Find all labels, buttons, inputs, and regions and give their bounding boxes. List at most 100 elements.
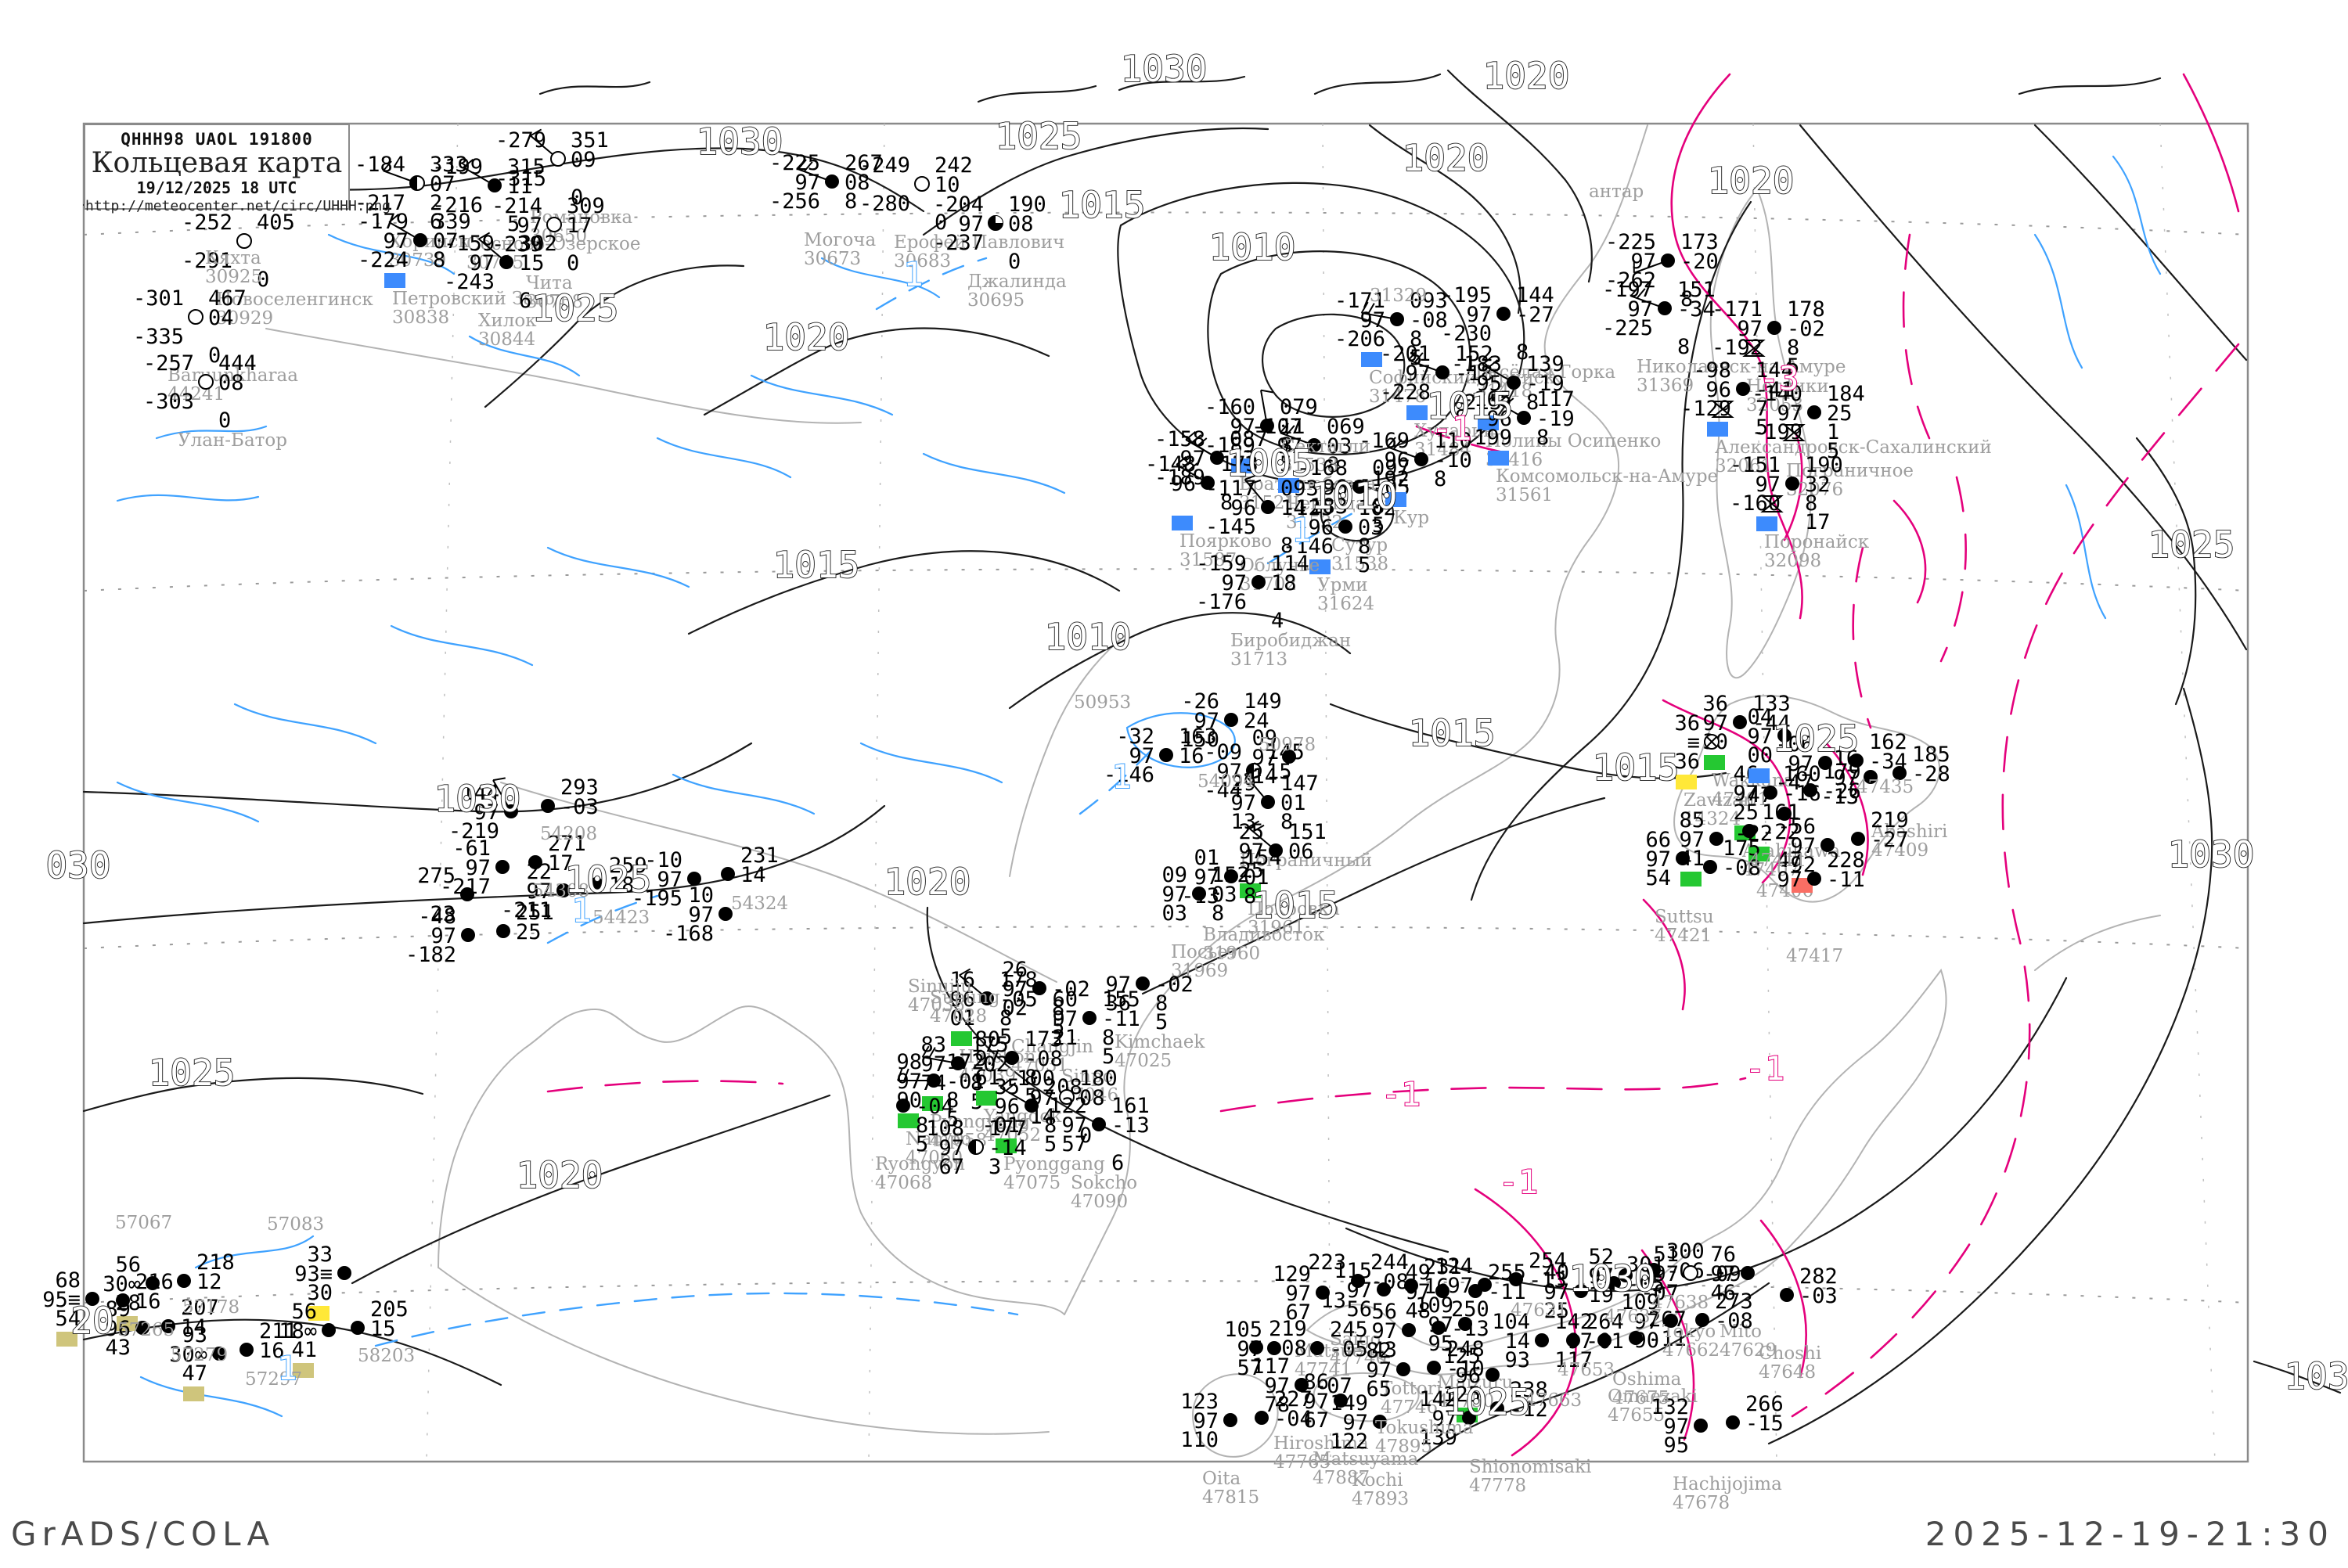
- pressure-tendency: 15: [519, 251, 545, 275]
- station-circle: [1192, 886, 1206, 901]
- station-circle: [146, 1276, 160, 1290]
- station-code: 58203: [358, 1346, 415, 1366]
- station-name: Хилок: [478, 311, 537, 331]
- station-code: 47663: [1525, 1390, 1582, 1411]
- weather-group: 6: [519, 289, 531, 313]
- station-circle: [1736, 382, 1750, 396]
- weather-square-blue: [1748, 768, 1770, 783]
- temperature: -257: [143, 351, 194, 376]
- station-code: 32098: [1764, 551, 1821, 571]
- station-circle: [1703, 860, 1717, 874]
- isallobar-label: -1: [1745, 1049, 1785, 1088]
- dewpoint: -280: [859, 192, 910, 216]
- station-circle: [1251, 575, 1266, 589]
- temperature: -199: [432, 155, 483, 179]
- station-code: 30925: [205, 267, 262, 287]
- station-plot: 47663: [1525, 1390, 1582, 1411]
- station-circle: [1658, 301, 1672, 315]
- station-circle: [413, 233, 427, 247]
- title-box: QHHH98 UAOL 191800 Кольцевая карта 19/12…: [84, 124, 350, 210]
- pressure-tendency: -22: [1762, 820, 1800, 844]
- station-code: 57265: [117, 1320, 175, 1340]
- pressure-tendency: -03: [560, 795, 599, 819]
- isobars: [84, 70, 2340, 1462]
- station-code: 57279: [171, 1345, 228, 1365]
- dewpoint: 67: [938, 1155, 964, 1179]
- isobar-label: 1030: [697, 120, 783, 163]
- dewpoint: -315: [495, 167, 546, 191]
- station-code: 31329: [1370, 286, 1427, 306]
- isobar-label: 1020: [763, 316, 850, 358]
- station-circle: [1509, 1272, 1523, 1286]
- isobar-label: 1015: [1593, 746, 1680, 789]
- temperature: -279: [495, 128, 546, 153]
- pressure-tendency: 09: [571, 148, 596, 172]
- pressure-tendency: 15: [370, 1317, 396, 1341]
- station-circle: [1661, 254, 1675, 268]
- station-code: 47675: [1612, 1388, 1669, 1408]
- isallobar-label: 1: [277, 1349, 297, 1387]
- station-circle: [1005, 1051, 1019, 1065]
- station-code: 47778: [1469, 1476, 1526, 1496]
- weather-square-green: [951, 1031, 972, 1046]
- weather-square-green: [1704, 755, 1725, 770]
- station-plot: 245-05: [1310, 1318, 1368, 1361]
- station-code: 47421: [1655, 926, 1712, 946]
- station-code: 31624: [1317, 594, 1374, 614]
- weather-group: 8: [1677, 335, 1690, 359]
- pressure-tendency: 04: [208, 306, 234, 330]
- pressure-tendency: -15: [1745, 1412, 1784, 1436]
- station-circle: [1807, 872, 1821, 886]
- station-code: 30844: [478, 329, 535, 350]
- station-name: Kochi: [1352, 1470, 1403, 1491]
- station-circle: [1733, 715, 1747, 729]
- station-plot: 58203: [358, 1346, 415, 1366]
- pressure-tendency: -08: [1715, 1309, 1753, 1333]
- station-name: Sinuiju: [908, 976, 972, 997]
- isobar-label: 1030: [434, 778, 521, 820]
- weather-group: 5: [1044, 1132, 1057, 1156]
- station-code: 57067: [115, 1213, 172, 1233]
- dewpoint: -145: [1205, 515, 1256, 539]
- station-plots-layer: -184-2173330726Хоринск30739-199-21631511…: [42, 128, 1992, 1513]
- station-circle: [337, 1266, 351, 1280]
- station-circle: [896, 1099, 910, 1113]
- dewpoint: -168: [663, 922, 714, 946]
- isobar-label: 1015: [1252, 884, 1339, 926]
- isobar-label: 1030: [1121, 48, 1208, 90]
- dewpoint: 03: [1161, 901, 1187, 926]
- weather-square-blue: [384, 273, 405, 288]
- station-circle: [189, 310, 203, 324]
- isobar-label: 1025: [1773, 717, 1860, 760]
- station-code: 30695: [967, 290, 1025, 311]
- station-code: 54094: [1197, 771, 1255, 792]
- quarter-clear: [996, 216, 1003, 223]
- dewpoint: -182: [405, 943, 456, 967]
- dewpoint: 00: [1747, 743, 1773, 768]
- station-name: Кяхта: [205, 248, 261, 268]
- weather-square-blue: [1406, 405, 1428, 420]
- station-circle: [1377, 1282, 1391, 1296]
- isobar-label: 030: [45, 844, 110, 886]
- station-name: Кур: [1393, 508, 1429, 528]
- isallobar-label: -1: [1499, 1163, 1539, 1201]
- isobar-label: 1025: [532, 287, 619, 329]
- humidity: 97: [1777, 868, 1802, 892]
- station-name: Choshi: [1759, 1343, 1821, 1364]
- isobar-label: 1020: [884, 861, 971, 903]
- weather-square-blue: [1488, 451, 1509, 466]
- station-name: Hachijojima: [1673, 1474, 1782, 1494]
- pressure-tendency: -11: [1827, 868, 1865, 892]
- isobar-label: 1020: [1483, 55, 1570, 97]
- station-code: 47068: [875, 1173, 932, 1193]
- station-circle: [237, 234, 251, 248]
- station-code: 47417: [1786, 946, 1843, 966]
- isobar-label: 20: [70, 1300, 113, 1342]
- station-code: 47035: [908, 995, 965, 1016]
